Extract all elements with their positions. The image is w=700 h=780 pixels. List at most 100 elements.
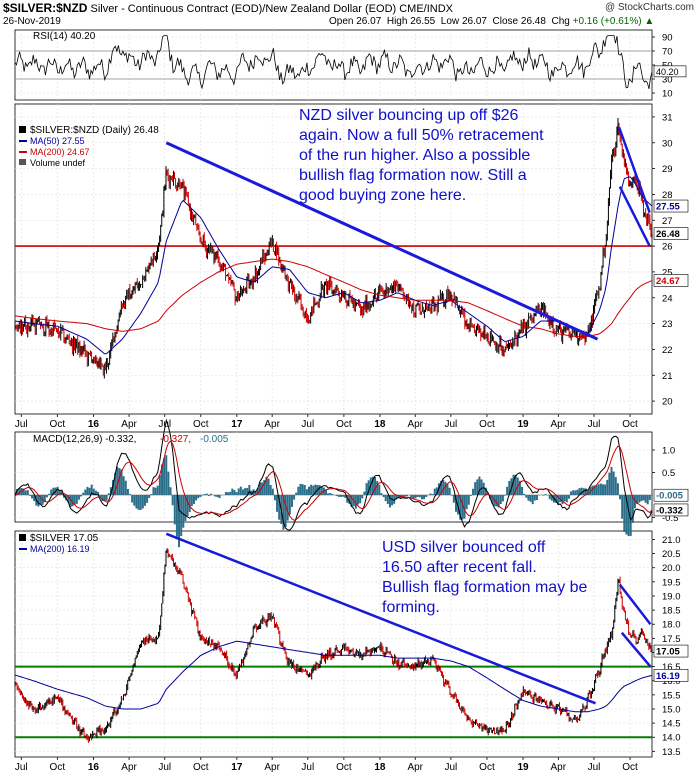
- x-axis-lower-tick-label: Oct: [336, 762, 352, 773]
- usd-flag-upper-line: [618, 583, 652, 625]
- usd-legend-ma200: MA(200) 16.19: [30, 544, 90, 554]
- x-axis-upper-tick-label: 19: [517, 419, 529, 430]
- usd-tick-label: 14.0: [662, 733, 681, 744]
- usd-tick-label: 16.5: [662, 662, 681, 673]
- nzd-ma50-line: [14, 176, 653, 355]
- close-value: 26.48: [520, 16, 546, 27]
- x-axis-upper-tick-label: Oct: [336, 419, 352, 430]
- x-axis-upper-tick-label: Apr: [121, 419, 137, 430]
- x-axis-lower-tick-label: Jul: [588, 762, 601, 773]
- x-axis-upper-tick-label: 16: [88, 419, 100, 430]
- usd-annotation-line: forming.: [382, 599, 440, 616]
- macd-signal-badge: -0.005: [656, 491, 684, 502]
- usd-tick-label: 17.5: [662, 634, 681, 645]
- macd-signal-line: [14, 440, 653, 521]
- nzd-tick-label: 21: [662, 371, 673, 382]
- x-axis-lower-tick-label: Jul: [15, 762, 28, 773]
- rsi-line: [14, 35, 653, 90]
- macd-panel-frame: [14, 431, 653, 523]
- nzd-legend-volume: Volume undef: [30, 158, 86, 168]
- x-axis-lower-tick-label: Jul: [301, 762, 314, 773]
- usd-tick-label: 18.0: [662, 620, 681, 631]
- x-axis-upper-tick-label: 18: [374, 419, 386, 430]
- x-axis-upper-tick-label: Jul: [588, 419, 601, 430]
- usd-panel-frame: [14, 530, 653, 758]
- usd-tick-label: 20.0: [662, 563, 681, 574]
- x-axis-lower-tick-label: Apr: [264, 762, 280, 773]
- usd-tick-label: 19.0: [662, 591, 681, 602]
- nzd-flag-lower-line: [618, 186, 651, 247]
- nzd-tick-label: 24: [662, 293, 673, 304]
- x-axis-upper-tick-label: Apr: [551, 419, 567, 430]
- nzd-tick-label: 25: [662, 267, 673, 278]
- x-axis-lower-tick-label: Jul: [158, 762, 171, 773]
- x-axis-upper-tick-label: Jul: [301, 419, 314, 430]
- nzd-legend-swatch-volume: [19, 159, 26, 165]
- date-label: 26-Nov-2019: [3, 16, 61, 27]
- x-axis-lower-tick-label: Oct: [479, 762, 495, 773]
- x-axis-upper-tick-label: Apr: [407, 419, 423, 430]
- symbol: $SILVER:$NZD: [3, 1, 88, 15]
- symbol-description: Silver - Continuous Contract (EOD)/New Z…: [90, 3, 454, 15]
- nzd-ma200-line: [14, 258, 653, 337]
- usd-tick-label: 21.0: [662, 535, 681, 546]
- rsi-tick-label: 90: [662, 33, 673, 44]
- usd-tick-label: 15.0: [662, 704, 681, 715]
- nzd-tick-label: 23: [662, 319, 673, 330]
- usd-price-badge: 17.05: [656, 647, 680, 658]
- x-axis-lower-tick-label: Jul: [445, 762, 458, 773]
- rsi-current-badge: [653, 65, 687, 78]
- x-axis-upper-tick-label: Apr: [264, 419, 280, 430]
- nzd-legend-swatch-price: [19, 126, 26, 133]
- x-axis-lower-tick-label: Apr: [551, 762, 567, 773]
- usd-tick-label: 13.5: [662, 747, 681, 758]
- close-label: Close: [492, 16, 519, 27]
- x-axis-upper-tick-label: Oct: [193, 419, 209, 430]
- x-axis-lower-tick-label: Apr: [407, 762, 423, 773]
- watermark: @ StockCharts.com: [604, 2, 694, 13]
- x-axis-lower-tick-label: 19: [517, 762, 529, 773]
- nzd-ma50-badge: 27.55: [656, 202, 680, 213]
- nzd-tick-label: 22: [662, 345, 673, 356]
- usd-legend-title: $SILVER 17.05: [30, 533, 99, 544]
- x-axis-upper-tick-label: Jul: [445, 419, 458, 430]
- nzd-tick-label: 28: [662, 190, 673, 201]
- nzd-tick-label: 26: [662, 242, 673, 253]
- change-label: Chg: [551, 16, 570, 27]
- nzd-tick-label: 31: [662, 112, 673, 123]
- usd-tick-label: 20.5: [662, 549, 681, 560]
- x-axis-upper-tick-label: 17: [231, 419, 243, 430]
- nzd-annotation-line: good buying zone here.: [299, 187, 466, 204]
- nzd-ma200-badge: 24.67: [656, 276, 680, 287]
- x-axis-upper-tick-label: Oct: [479, 419, 495, 430]
- x-axis-upper-tick-label: Jul: [158, 419, 171, 430]
- ohlc-readout: Open 26.07 High 26.55 Low 26.07 Close 26…: [329, 16, 654, 27]
- nzd-price-badge: 26.48: [656, 229, 680, 240]
- nzd-annotation-line: of the run higher. Also a possible: [299, 147, 530, 164]
- usd-ma200-badge: 16.19: [656, 671, 680, 682]
- macd-value-badge: -0.332: [656, 505, 683, 516]
- usd-ma200-line: [14, 640, 653, 713]
- change-value: +0.16 (+0.61%): [572, 16, 642, 27]
- open-label: Open: [329, 16, 354, 27]
- low-value: 26.07: [461, 16, 487, 27]
- macd-legend-hist: -0.005: [200, 434, 229, 445]
- low-label: Low: [440, 16, 460, 27]
- x-axis-lower-tick-label: 16: [88, 762, 100, 773]
- x-axis-lower-tick-label: Oct: [622, 762, 638, 773]
- usd-price-bars: [14, 548, 653, 743]
- nzd-legend-ma50: MA(50) 27.55: [30, 136, 85, 146]
- open-value: 26.07: [356, 16, 382, 27]
- usd-annotation-line: USD silver bounced off: [382, 539, 546, 556]
- nzd-panel-frame: [14, 103, 653, 415]
- usd-tick-label: 19.5: [662, 577, 681, 588]
- nzd-annotation-line: again. Now a full 50% retracement: [299, 127, 544, 144]
- usd-tick-label: 14.5: [662, 719, 681, 730]
- usd-ma200-badge-box: [653, 669, 689, 682]
- usd-legend-swatch-price: [19, 534, 26, 541]
- usd-tick-label: 16.0: [662, 676, 681, 687]
- usd-price-badge-box: [653, 644, 689, 658]
- rsi-current-label: 40.20: [656, 67, 679, 77]
